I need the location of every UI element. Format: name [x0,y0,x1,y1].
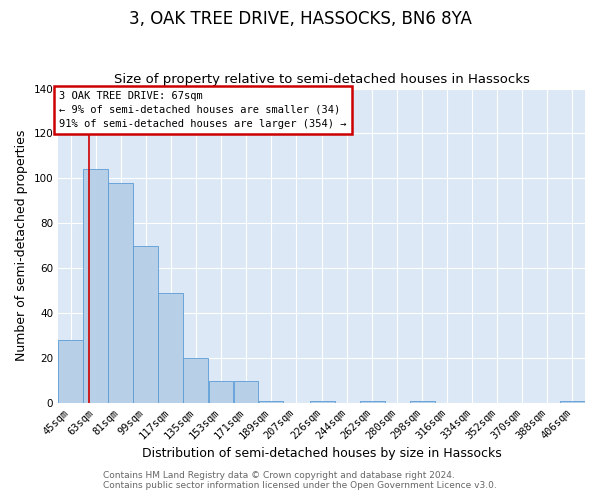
Text: 3 OAK TREE DRIVE: 67sqm
← 9% of semi-detached houses are smaller (34)
91% of sem: 3 OAK TREE DRIVE: 67sqm ← 9% of semi-det… [59,91,346,129]
Bar [184,358,208,403]
Title: Size of property relative to semi-detached houses in Hassocks: Size of property relative to semi-detach… [113,73,530,86]
Bar [560,400,585,403]
Bar [259,400,283,403]
Bar [410,400,434,403]
Bar [58,340,83,403]
Text: 3, OAK TREE DRIVE, HASSOCKS, BN6 8YA: 3, OAK TREE DRIVE, HASSOCKS, BN6 8YA [128,10,472,28]
Text: Contains HM Land Registry data © Crown copyright and database right 2024.
Contai: Contains HM Land Registry data © Crown c… [103,470,497,490]
Bar [310,400,335,403]
Bar [233,380,258,403]
Bar [158,293,183,403]
X-axis label: Distribution of semi-detached houses by size in Hassocks: Distribution of semi-detached houses by … [142,447,502,460]
Bar [360,400,385,403]
Bar [109,183,133,403]
Bar [209,380,233,403]
Bar [83,170,108,403]
Y-axis label: Number of semi-detached properties: Number of semi-detached properties [15,130,28,362]
Bar [133,246,158,403]
